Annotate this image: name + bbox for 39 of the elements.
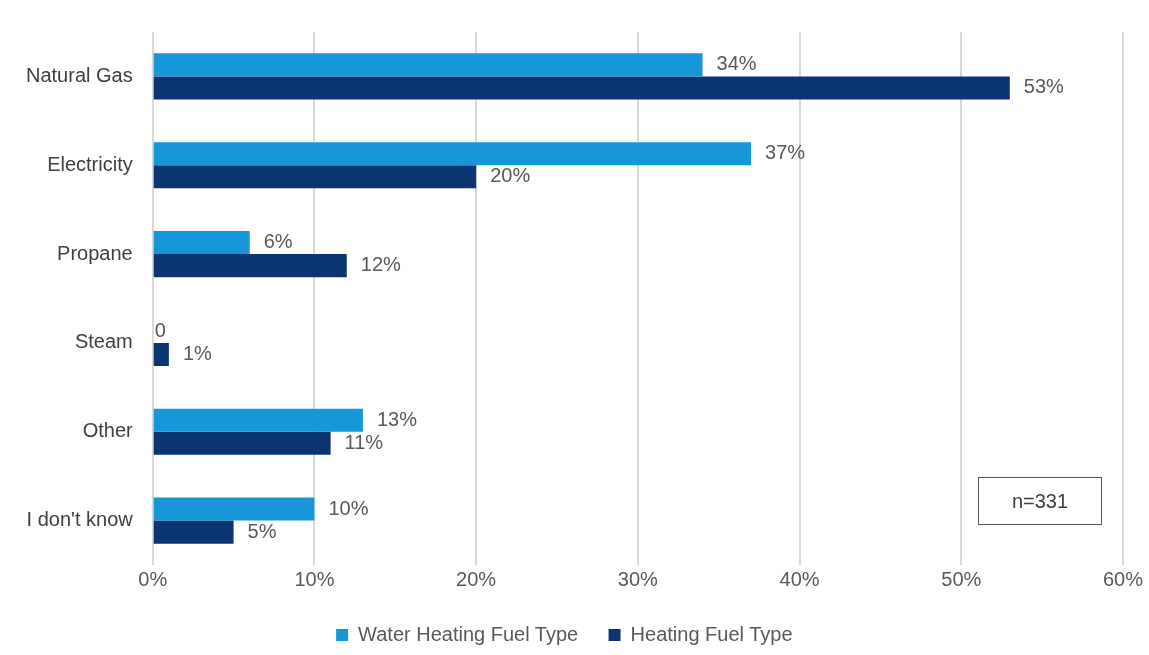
bar xyxy=(153,165,477,189)
data-label: 11% xyxy=(344,430,384,453)
bar xyxy=(153,520,234,544)
bar xyxy=(153,342,169,367)
bar xyxy=(153,76,1010,100)
x-tick-label: 40% xyxy=(779,567,820,590)
data-label: 37% xyxy=(765,141,806,164)
y-tick-label: Electricity xyxy=(47,152,133,175)
x-tick-label: 20% xyxy=(456,567,497,590)
data-label: 13% xyxy=(376,407,418,430)
bar xyxy=(153,53,703,77)
y-tick-label: I don't know xyxy=(26,508,134,531)
bar xyxy=(153,254,347,278)
legend-label: Water Heating Fuel Type xyxy=(358,622,579,645)
x-tick-label: 50% xyxy=(941,567,982,590)
data-label: 0 xyxy=(154,318,166,341)
data-label: 6% xyxy=(263,230,293,253)
y-tick-label: Natural Gas xyxy=(25,63,133,86)
bar xyxy=(153,142,752,166)
framed-note: n=331 xyxy=(978,477,1102,525)
bar xyxy=(153,497,315,521)
data-label: 34% xyxy=(716,52,757,75)
x-tick-label: 30% xyxy=(617,567,659,590)
bar xyxy=(153,230,250,255)
legend-label: Heating Fuel Type xyxy=(630,622,793,645)
x-tick-label: 10% xyxy=(294,567,335,590)
x-tick-label: 0% xyxy=(138,567,168,590)
data-label: 10% xyxy=(328,496,369,519)
bar xyxy=(153,408,363,432)
y-tick-label: Other xyxy=(82,419,134,442)
bar xyxy=(153,431,331,455)
y-tick-label: Propane xyxy=(57,241,133,264)
data-label: 12% xyxy=(360,253,402,276)
y-tick-label: Steam xyxy=(74,330,133,353)
data-label: 1% xyxy=(182,341,212,364)
data-label: 5% xyxy=(247,519,277,542)
x-tick-label: 60% xyxy=(1102,567,1144,590)
data-label: 20% xyxy=(490,164,531,187)
data-label: 53% xyxy=(1023,75,1065,98)
